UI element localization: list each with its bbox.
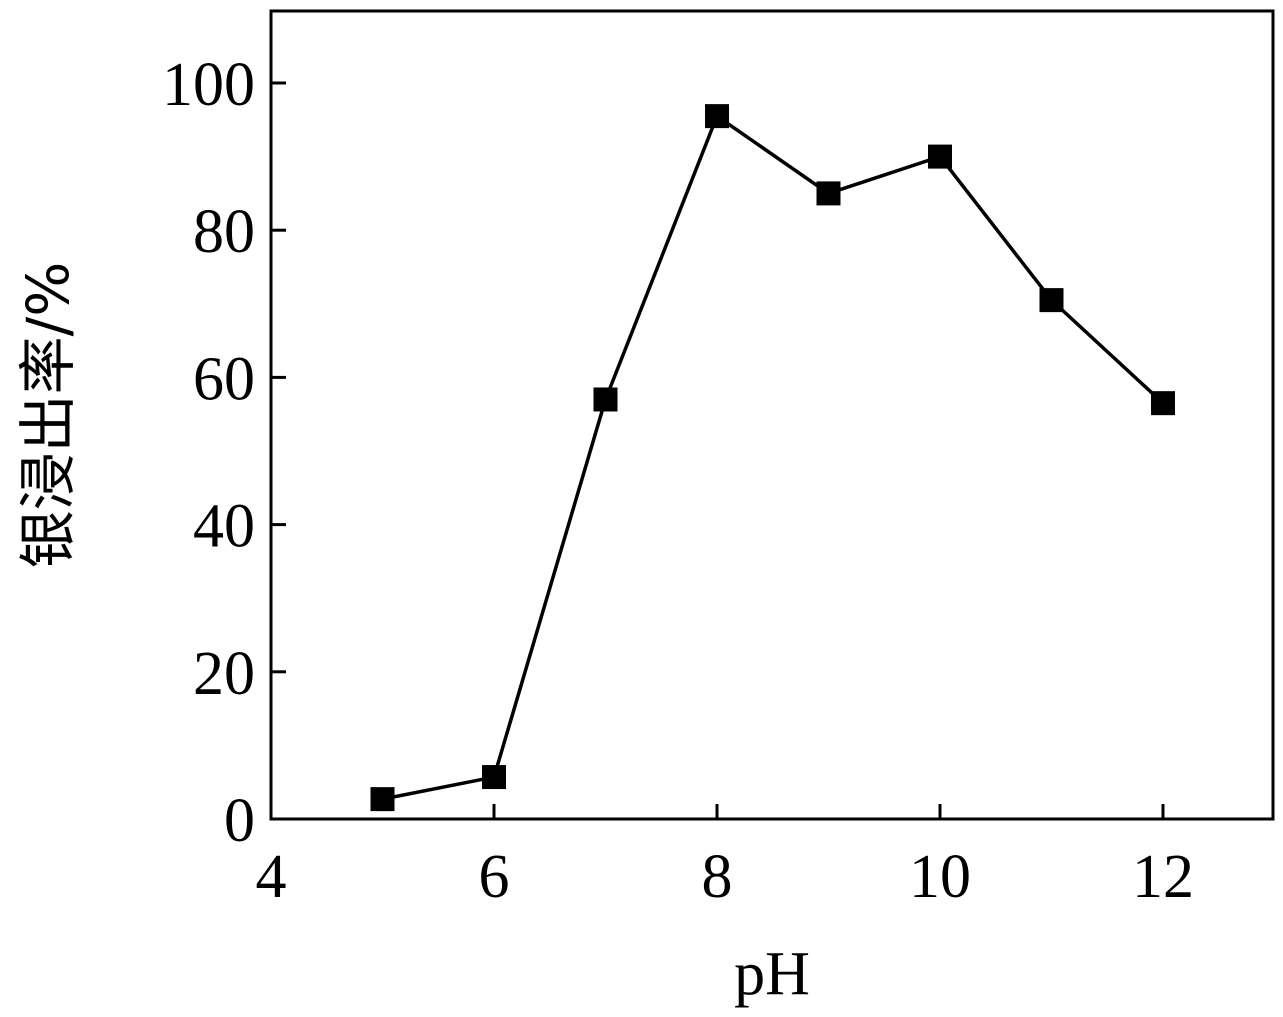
data-point-marker [816, 181, 841, 206]
data-point-marker [1039, 288, 1064, 313]
series-markers [370, 104, 1175, 812]
x-tick-label: 8 [702, 843, 733, 911]
data-point-marker [370, 787, 395, 812]
y-tick-label: 80 [193, 198, 255, 266]
y-tick-label: 40 [193, 493, 255, 561]
x-tick-label: 12 [1132, 843, 1194, 911]
plot-frame [269, 9, 1275, 821]
x-axis-tick-labels: 4 6 8 10 12 [256, 843, 1195, 911]
x-tick-label: 6 [479, 843, 510, 911]
data-point-marker [1151, 391, 1175, 416]
x-tick-label: 4 [256, 843, 287, 911]
y-tick-label: 60 [193, 345, 255, 413]
y-axis-ticks [271, 81, 286, 821]
x-axis-ticks [269, 804, 1165, 819]
x-axis-title: pH [734, 940, 810, 1008]
x-tick-label: 10 [909, 843, 971, 911]
data-point-marker [705, 104, 729, 129]
y-axis-title: 银浸出率/% [14, 262, 82, 569]
y-tick-label: 20 [193, 640, 255, 708]
data-point-marker [593, 387, 618, 412]
data-point-marker [928, 144, 952, 169]
data-point-marker [482, 765, 506, 790]
y-tick-label: 100 [162, 51, 255, 119]
y-axis-tick-labels: 0 20 40 60 80 100 [162, 51, 255, 855]
series-line [382, 113, 1165, 801]
y-tick-label: 0 [224, 787, 255, 855]
